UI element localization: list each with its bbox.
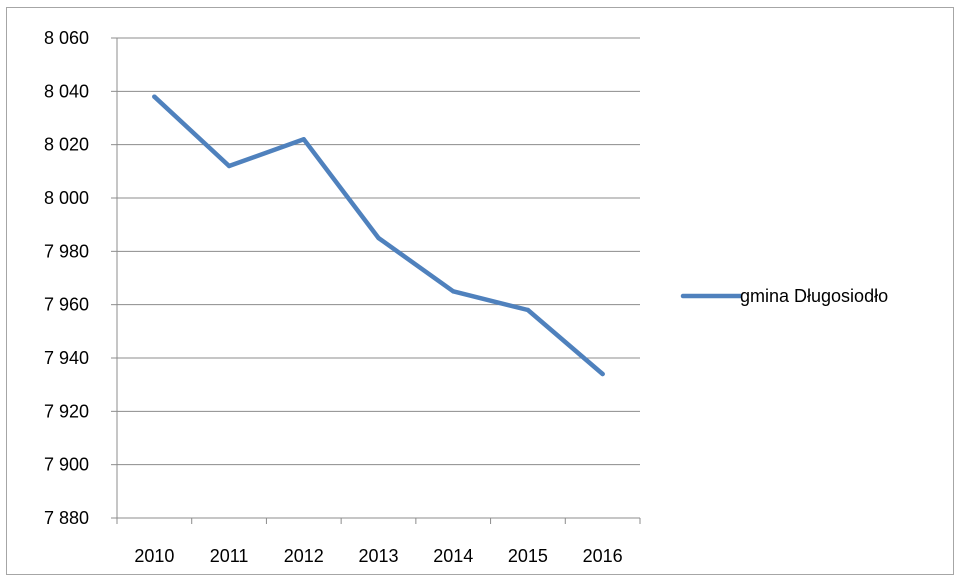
y-tick-label: 8 060 [44,28,89,48]
y-tick-label: 7 980 [44,241,89,261]
axes [111,37,641,524]
data-point [226,163,232,169]
x-tick-label: 2016 [583,546,623,566]
data-point [376,235,381,241]
x-tick-label: 2012 [284,546,324,566]
data-point [152,94,157,99]
y-axis-tick-labels: 7 880 7 900 7 920 7 940 7 960 7 980 8 000 8 020… [44,28,89,528]
y-tick-label: 7 940 [44,348,89,368]
y-tick-label: 7 920 [44,401,89,421]
plot-series [152,94,605,377]
data-point [525,307,531,313]
chart-frame [6,7,954,575]
y-tick-label: 7 880 [44,508,89,528]
data-point [451,289,456,294]
y-tick-label: 8 020 [44,135,89,155]
x-tick-label: 2014 [433,546,473,566]
data-point [600,371,605,377]
y-tick-label: 8 040 [44,81,89,101]
x-axis-tick-labels: 2010 2011 2012 2013 2014 2015 2016 [134,546,622,566]
y-tick-label: 7 900 [44,455,89,475]
legend: gmina Długosiodło [680,286,888,306]
x-tick-label: 2011 [210,546,249,566]
x-tick-label: 2013 [358,546,398,566]
x-tick-label: 2015 [508,546,548,566]
legend-label: gmina Długosiodło [740,286,888,306]
series-line [152,94,605,377]
data-point [301,137,306,142]
y-tick-label: 7 960 [44,295,89,315]
y-tick-label: 8 000 [44,188,89,208]
gridlines [117,37,640,466]
x-tick-label: 2010 [134,546,174,566]
